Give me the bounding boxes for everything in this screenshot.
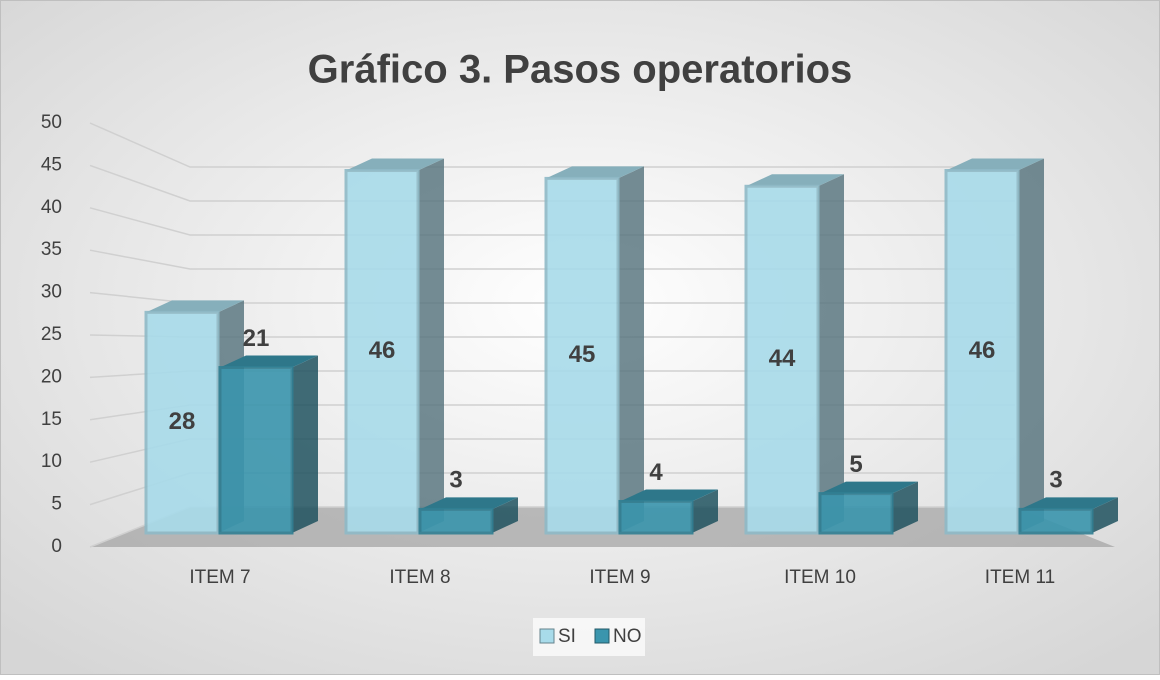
bar-front [144, 310, 220, 535]
bar-top [1020, 497, 1118, 510]
bar-top [820, 481, 918, 494]
bar-top [946, 158, 1044, 171]
y-tick-label: 0 [51, 536, 62, 557]
y-tick-label: 50 [41, 112, 62, 133]
y-tick-label: 5 [51, 494, 62, 515]
grid-line [89, 207, 1015, 236]
data-label: 45 [569, 341, 596, 368]
data-label: 3 [449, 467, 462, 494]
x-tick-label: ITEM 11 [985, 567, 1055, 588]
bar-front [944, 169, 1020, 535]
bar-top [746, 174, 844, 187]
bar-top [620, 489, 718, 502]
bar-side [292, 355, 318, 533]
legend-swatch [539, 628, 555, 644]
legend-swatch [594, 628, 610, 644]
y-tick-label: 30 [41, 282, 62, 303]
bar-top [546, 166, 644, 179]
bar [618, 489, 718, 535]
bar-side [692, 489, 718, 533]
bar-front [344, 169, 420, 535]
grid-line [89, 122, 1015, 168]
x-tick-label: ITEM 7 [189, 567, 250, 588]
x-tick-label: ITEM 10 [784, 567, 856, 588]
bar-front [618, 499, 694, 535]
bar [818, 481, 918, 535]
bar-front [1018, 507, 1094, 535]
y-tick-label: 45 [41, 154, 62, 175]
y-tick-label: 35 [41, 239, 62, 260]
bar-side [618, 166, 644, 533]
bar-side [1018, 158, 1044, 533]
bar [418, 497, 518, 535]
data-label: 28 [169, 408, 196, 435]
bar-front [418, 507, 494, 535]
bar-top [420, 497, 518, 510]
chart-title: Gráfico 3. Pasos operatorios [308, 48, 853, 92]
bar [744, 174, 844, 535]
grid-line [89, 249, 1015, 270]
data-label: 21 [243, 325, 270, 352]
data-label: 46 [369, 337, 396, 364]
data-label: 5 [849, 451, 862, 478]
bar-front [544, 176, 620, 535]
bar [1018, 497, 1118, 535]
bar-top [146, 300, 244, 313]
y-tick-label: 15 [41, 409, 62, 430]
y-tick-label: 25 [41, 324, 62, 345]
bar-top [220, 355, 318, 368]
legend: SI NO [533, 618, 645, 656]
bar [218, 355, 318, 535]
y-tick-label: 40 [41, 197, 62, 218]
data-label: 3 [1049, 467, 1062, 494]
bar-top [346, 158, 444, 171]
legend-label: SI [558, 626, 576, 647]
bar [944, 158, 1044, 535]
bar [544, 166, 644, 535]
bar-front [218, 366, 294, 535]
grid-line [89, 164, 1015, 202]
data-label: 44 [769, 345, 796, 372]
data-label: 46 [969, 337, 996, 364]
bar-side [418, 158, 444, 533]
bar-side [492, 497, 518, 533]
bar-side [1092, 497, 1118, 533]
bar-side [818, 174, 844, 533]
bar-front [744, 184, 820, 535]
bar-side [892, 481, 918, 533]
legend-label: NO [613, 626, 642, 647]
data-label: 4 [649, 459, 663, 486]
x-tick-label: ITEM 9 [589, 567, 650, 588]
bar [344, 158, 444, 535]
y-tick-label: 20 [41, 366, 62, 387]
bar-front [818, 492, 894, 535]
x-tick-label: ITEM 8 [389, 567, 450, 588]
y-tick-label: 10 [41, 451, 62, 472]
